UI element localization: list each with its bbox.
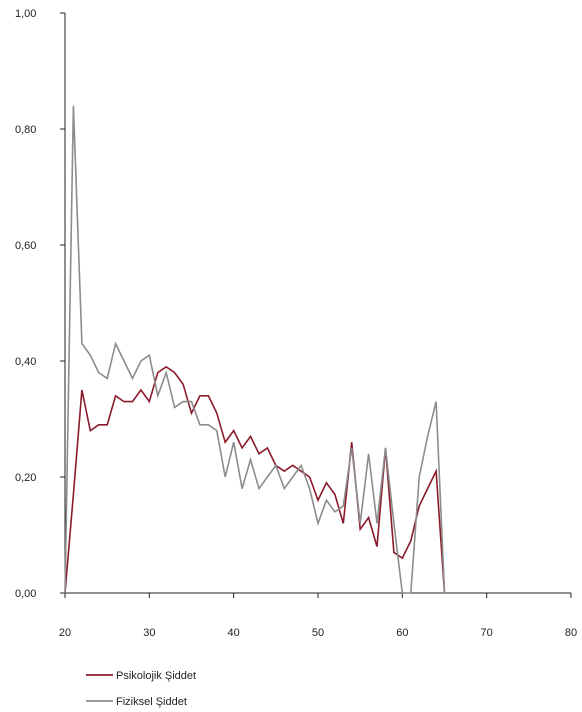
legend: Psikolojik Şiddet Fiziksel Şiddet — [86, 670, 196, 708]
axes: 0,00 0,20 0,40 0,60 0,80 1,00 20 30 40 50 60 70 80 — [15, 8, 577, 639]
x-tick-label: 30 — [143, 627, 155, 639]
x-tick-label: 20 — [59, 627, 71, 639]
x-tick-label: 80 — [565, 627, 577, 639]
x-tick-label: 50 — [312, 627, 324, 639]
y-tick-label: 0,20 — [15, 472, 36, 484]
x-tick-label: 70 — [481, 627, 493, 639]
y-tick-label: 1,00 — [15, 8, 36, 20]
series-lines — [64, 105, 446, 594]
legend-label: Psikolojik Şiddet — [116, 670, 196, 682]
y-tick-label: 0,00 — [15, 588, 36, 600]
series-line-psikolojik — [64, 365, 446, 594]
x-tick-label: 40 — [228, 627, 240, 639]
y-tick-label: 0,40 — [15, 356, 36, 368]
y-tick-label: 0,80 — [15, 124, 36, 136]
legend-label: Fiziksel Şiddet — [116, 696, 187, 708]
x-tick-label: 60 — [396, 627, 408, 639]
y-tick-label: 0,60 — [15, 240, 36, 252]
series-line-fiziksel — [64, 105, 446, 594]
